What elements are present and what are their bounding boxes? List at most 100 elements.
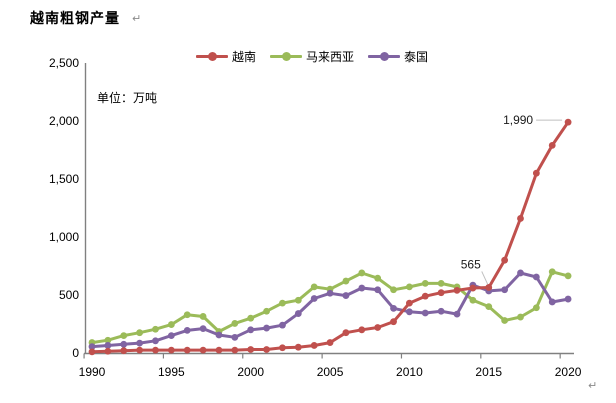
x-axis-tick-label: 2000 — [237, 365, 264, 379]
data-point-泰国 — [88, 343, 96, 351]
data-point-马来西亚 — [358, 269, 366, 277]
data-point-越南 — [326, 339, 334, 346]
series-line-泰国 — [91, 271, 569, 349]
data-point-越南 — [279, 344, 286, 352]
data-point-越南 — [247, 346, 255, 353]
data-point-泰国 — [501, 286, 509, 294]
data-point-越南 — [374, 324, 382, 331]
data-point-泰国 — [199, 325, 207, 333]
data-point-泰国 — [152, 337, 159, 345]
series-line-马来西亚 — [91, 270, 569, 345]
data-point-泰国 — [374, 286, 382, 294]
data-point-马来西亚 — [231, 320, 239, 327]
data-point-越南 — [517, 215, 524, 222]
annotation-leader — [481, 271, 489, 285]
data-point-泰国 — [564, 295, 572, 303]
data-point-马来西亚 — [183, 311, 191, 319]
data-point-泰国 — [183, 326, 191, 334]
data-point-泰国 — [326, 289, 334, 297]
x-axis-tick-label: 2005 — [317, 365, 344, 379]
y-axis-tick-label: 2,000 — [49, 114, 79, 128]
x-axis-tick-label: 1990 — [79, 365, 106, 379]
data-point-马来西亚 — [263, 307, 270, 315]
data-point-泰国 — [358, 284, 366, 292]
x-axis-tick-label: 2020 — [555, 365, 582, 379]
data-point-马来西亚 — [517, 313, 524, 321]
paragraph-mark-icon: ↵ — [588, 380, 598, 392]
data-point-泰国 — [247, 326, 255, 334]
legend-item-thailand: 泰国 — [368, 48, 428, 65]
legend-label-vietnam: 越南 — [232, 50, 257, 64]
data-point-马来西亚 — [279, 299, 286, 307]
data-point-越南 — [390, 318, 397, 326]
data-point-泰国 — [532, 273, 540, 281]
data-point-越南 — [120, 347, 128, 355]
data-point-泰国 — [136, 339, 144, 347]
data-point-马来西亚 — [310, 283, 318, 291]
data-point-越南 — [548, 141, 556, 149]
legend-item-vietnam: 越南 — [196, 48, 256, 65]
data-point-泰国 — [342, 292, 350, 299]
data-point-马来西亚 — [501, 317, 509, 324]
data-point-泰国 — [263, 324, 270, 332]
data-point-泰国 — [294, 310, 302, 317]
data-point-泰国 — [421, 309, 429, 317]
data-point-马来西亚 — [485, 303, 493, 310]
data-point-马来西亚 — [104, 336, 112, 344]
y-axis-tick-label: 1,500 — [49, 172, 79, 186]
data-point-越南 — [532, 169, 540, 177]
data-point-越南 — [501, 256, 509, 264]
data-point-泰国 — [406, 308, 413, 316]
data-point-泰国 — [390, 304, 397, 312]
data-point-马来西亚 — [167, 321, 175, 328]
data-point-马来西亚 — [406, 283, 413, 291]
legend-label-malaysia: 马来西亚 — [306, 50, 355, 64]
data-point-越南 — [310, 342, 318, 349]
data-point-马来西亚 — [437, 280, 445, 287]
legend-label-thailand: 泰国 — [404, 50, 429, 64]
data-point-越南 — [199, 346, 207, 354]
unit-label: 单位：万吨 — [97, 91, 158, 105]
data-point-越南 — [215, 346, 223, 354]
data-point-越南 — [437, 289, 445, 297]
legend-item-malaysia: 马来西亚 — [270, 48, 354, 65]
data-point-马来西亚 — [120, 332, 128, 339]
data-point-泰国 — [548, 298, 556, 306]
data-point-马来西亚 — [548, 268, 556, 276]
data-point-越南 — [183, 346, 191, 354]
data-point-越南 — [88, 348, 96, 356]
data-point-马来西亚 — [421, 280, 429, 287]
data-point-泰国 — [437, 307, 445, 315]
data-point-马来西亚 — [152, 325, 159, 333]
data-point-泰国 — [453, 310, 461, 318]
data-point-马来西亚 — [374, 274, 382, 282]
data-point-越南 — [104, 347, 112, 355]
data-point-马来西亚 — [342, 277, 350, 285]
y-axis-tick-label: 0 — [72, 346, 79, 360]
annotation-label: 565 — [461, 257, 481, 271]
data-point-泰国 — [120, 340, 128, 348]
y-axis-tick-label: 1,000 — [49, 230, 79, 244]
data-point-马来西亚 — [136, 329, 144, 337]
data-point-越南 — [485, 284, 493, 291]
data-point-越南 — [342, 329, 350, 337]
data-point-泰国 — [279, 321, 286, 329]
chart-title: 越南粗钢产量 — [30, 10, 120, 26]
data-point-泰国 — [215, 331, 223, 339]
data-point-泰国 — [517, 269, 524, 277]
data-point-越南 — [152, 346, 159, 354]
legend-marker-malaysia-icon — [270, 52, 303, 61]
legend-marker-vietnam-icon — [196, 52, 228, 61]
data-point-马来西亚 — [294, 296, 302, 304]
data-point-马来西亚 — [390, 286, 397, 294]
annotation-label: 1,990 — [503, 113, 533, 127]
data-point-越南 — [453, 286, 461, 294]
data-point-越南 — [167, 346, 175, 354]
data-point-越南 — [469, 284, 477, 292]
data-point-越南 — [358, 326, 366, 334]
x-axis-tick-label: 2010 — [396, 365, 423, 379]
data-point-泰国 — [231, 333, 239, 341]
legend-marker-thailand-icon — [368, 52, 401, 61]
